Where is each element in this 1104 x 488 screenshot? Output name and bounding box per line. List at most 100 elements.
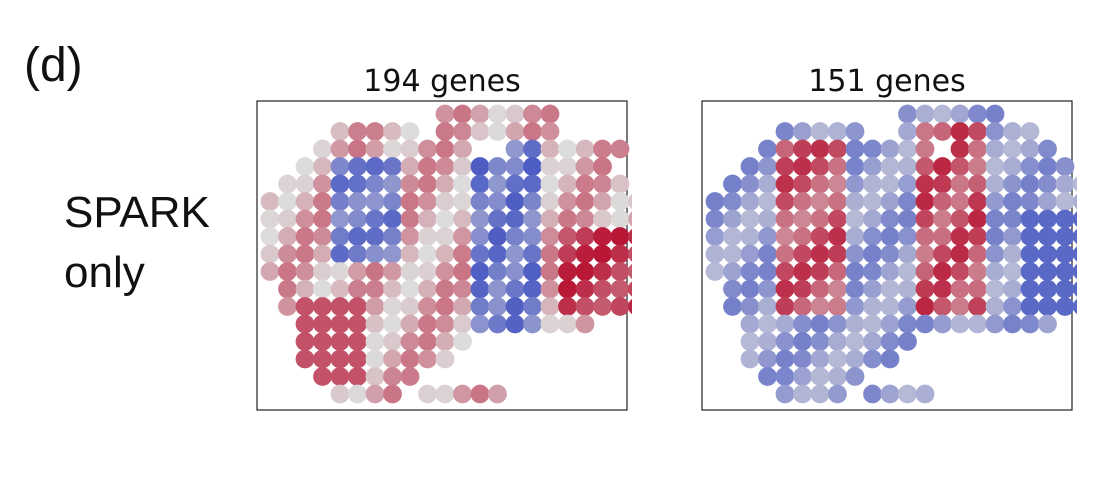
spot-point <box>313 139 332 159</box>
spot-point <box>740 157 760 176</box>
spot-point <box>1055 262 1075 281</box>
spot-point <box>968 314 987 334</box>
spot-point <box>898 122 917 141</box>
spot-point <box>313 367 332 386</box>
spot-point <box>810 139 830 159</box>
spot-point <box>845 174 865 194</box>
spot-point <box>775 122 795 141</box>
spot-point <box>1073 193 1077 210</box>
spot-point <box>575 227 595 246</box>
spot-point <box>1038 279 1057 299</box>
spot-point <box>898 174 917 194</box>
spot-point <box>775 192 795 211</box>
spot-point <box>488 174 507 194</box>
spot-point <box>540 192 560 211</box>
spot-point <box>418 139 437 159</box>
spot-point <box>470 209 490 229</box>
spot-point <box>863 227 882 246</box>
spot-point <box>863 174 882 194</box>
spot-point <box>1038 192 1057 211</box>
spot-point <box>575 244 595 264</box>
spot-point <box>435 244 455 264</box>
spot-point <box>863 244 882 264</box>
spot-point <box>845 192 865 211</box>
spot-point <box>950 104 970 124</box>
spot-point <box>330 157 350 176</box>
spot-point <box>593 227 612 246</box>
spot-point <box>435 139 455 159</box>
spot-point <box>400 349 420 369</box>
spot-point <box>348 349 367 369</box>
spot-point <box>793 349 812 369</box>
spot-point <box>540 314 560 334</box>
spot-point <box>828 279 847 299</box>
spot-point <box>453 157 472 176</box>
spot-point <box>575 174 595 194</box>
spot-point <box>1073 246 1077 262</box>
spot-point <box>863 157 882 176</box>
spot-point <box>1003 174 1022 194</box>
spot-point <box>985 139 1005 159</box>
spot-point <box>793 209 812 229</box>
spot-point <box>705 209 725 229</box>
spot-point <box>313 227 332 246</box>
spot-point <box>400 314 420 334</box>
spot-point <box>1020 157 1040 176</box>
spot-point <box>628 298 632 315</box>
spot-point <box>383 209 402 229</box>
spot-point <box>330 209 350 229</box>
spot-point <box>400 174 420 194</box>
spot-point <box>828 262 847 281</box>
spot-point <box>453 104 472 124</box>
spot-point <box>1003 192 1022 211</box>
spot-point <box>540 209 560 229</box>
spot-point <box>793 279 812 299</box>
spot-point <box>348 367 367 386</box>
spot-point <box>488 262 507 281</box>
spot-point <box>758 349 777 369</box>
spot-point <box>845 122 865 141</box>
spot-point <box>313 262 332 281</box>
spot-point <box>898 209 917 229</box>
spot-point <box>628 211 632 227</box>
spot-point <box>775 297 795 316</box>
spot-point <box>435 262 455 281</box>
spot-point <box>278 192 297 211</box>
spot-point <box>740 279 760 299</box>
spot-point <box>933 279 952 299</box>
spot-point <box>915 104 935 124</box>
spot-point <box>828 192 847 211</box>
spot-point <box>1020 139 1040 159</box>
spot-point <box>758 332 777 351</box>
spot-point <box>1003 122 1022 141</box>
spot-point <box>985 314 1005 334</box>
spot-point <box>828 157 847 176</box>
spot-point <box>845 332 865 351</box>
spot-point <box>488 314 507 334</box>
spot-point <box>558 209 577 229</box>
spot-point <box>488 122 507 141</box>
spot-point <box>723 279 742 299</box>
spots-group <box>260 104 632 404</box>
spot-point <box>505 104 525 124</box>
spot-point <box>828 139 847 159</box>
spot-point <box>330 174 350 194</box>
spot-point <box>435 314 455 334</box>
spot-point <box>505 297 525 316</box>
spot-point <box>1055 244 1075 264</box>
spot-point <box>523 279 542 299</box>
spot-point <box>775 314 795 334</box>
spot-point <box>540 279 560 299</box>
spot-point <box>313 192 332 211</box>
spot-point <box>1038 262 1057 281</box>
spot-point <box>915 122 935 141</box>
spot-point <box>453 174 472 194</box>
spot-point <box>968 104 987 124</box>
spot-point <box>985 174 1005 194</box>
spot-point <box>628 281 632 297</box>
spot-point <box>915 192 935 211</box>
spot-point <box>348 279 367 299</box>
spot-point <box>793 367 812 386</box>
spot-point <box>1003 139 1022 159</box>
spot-point <box>1055 157 1075 176</box>
